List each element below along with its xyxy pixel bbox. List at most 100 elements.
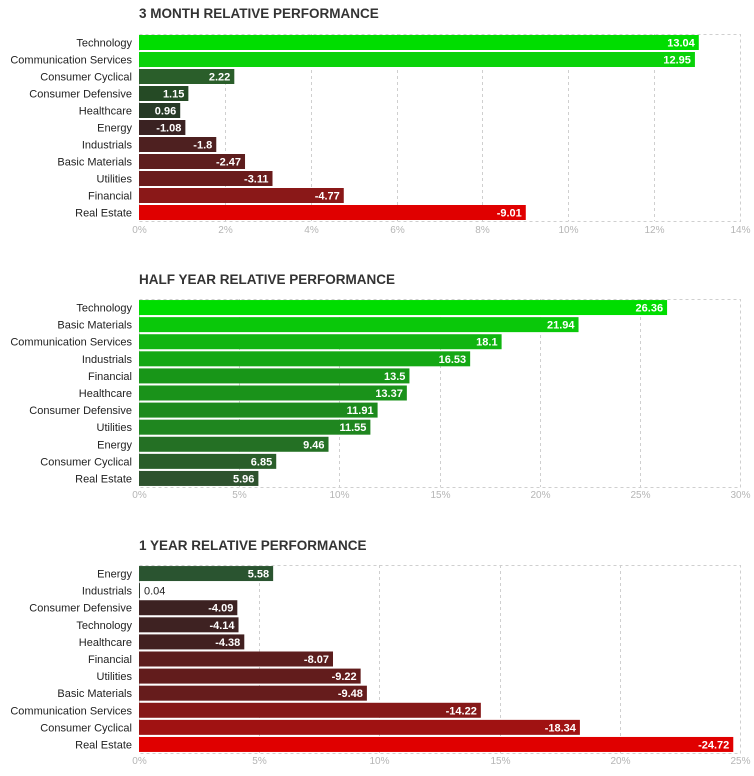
- bar[interactable]: [139, 52, 695, 67]
- x-tick-label: 4%: [304, 225, 319, 236]
- chart-title: 3 MONTH RELATIVE PERFORMANCE: [139, 6, 379, 21]
- bar[interactable]: [139, 69, 235, 84]
- chart-title: HALF YEAR RELATIVE PERFORMANCE: [139, 272, 395, 287]
- bar[interactable]: [139, 634, 245, 650]
- bar[interactable]: [139, 86, 189, 101]
- bar[interactable]: [139, 300, 668, 316]
- bar[interactable]: [139, 334, 502, 350]
- category-label: Technology: [76, 620, 132, 632]
- category-label: Healthcare: [79, 388, 132, 400]
- bar[interactable]: [139, 368, 410, 384]
- category-label: Communication Services: [10, 337, 132, 349]
- category-label: Basic Materials: [57, 320, 132, 332]
- bar-value-label: -14.22: [446, 705, 477, 717]
- bar[interactable]: [139, 600, 238, 616]
- bar-value-label: 0.96: [155, 106, 176, 118]
- bar-value-label: -9.22: [332, 671, 357, 683]
- bar-value-label: 11.55: [339, 422, 366, 434]
- bar[interactable]: [139, 651, 334, 667]
- bar[interactable]: [139, 470, 259, 486]
- bar[interactable]: [139, 188, 344, 203]
- bar[interactable]: [139, 685, 367, 701]
- bar-value-label: 0.04: [144, 586, 165, 598]
- x-tick-label: 0%: [132, 225, 147, 236]
- bar[interactable]: [139, 385, 407, 401]
- bar[interactable]: [139, 351, 471, 367]
- x-tick-label: 8%: [475, 225, 490, 236]
- bar[interactable]: [139, 171, 273, 186]
- bar-value-label: 13.5: [384, 371, 405, 383]
- bar-value-label: -1.08: [156, 123, 181, 135]
- bar[interactable]: [139, 566, 274, 582]
- x-tick-label: 0%: [132, 490, 147, 501]
- category-label: Utilities: [97, 671, 133, 683]
- bar[interactable]: [139, 317, 579, 333]
- bar-value-label: -2.47: [216, 157, 241, 169]
- bar[interactable]: [139, 719, 580, 735]
- bar[interactable]: [139, 668, 361, 684]
- bar[interactable]: [139, 120, 186, 135]
- bar-value-label: 9.46: [303, 439, 324, 451]
- category-label: Industrials: [82, 140, 133, 152]
- category-label: Energy: [97, 439, 132, 451]
- category-label: Consumer Cyclical: [40, 456, 132, 468]
- category-label: Healthcare: [79, 637, 132, 649]
- category-label: Real Estate: [75, 473, 132, 485]
- category-label: Financial: [88, 371, 132, 383]
- x-tick-label: 0%: [132, 756, 147, 767]
- bar-value-label: 6.85: [251, 456, 272, 468]
- x-tick-label: 20%: [530, 490, 550, 501]
- category-label: Real Estate: [75, 208, 132, 220]
- bar[interactable]: [139, 702, 481, 718]
- bar-value-label: 16.53: [439, 354, 467, 366]
- bar-value-label: 5.58: [248, 569, 269, 581]
- bar[interactable]: [139, 736, 734, 752]
- category-label: Industrials: [82, 354, 133, 366]
- chart-1: 3 MONTH RELATIVE PERFORMANCE 0% 2% 4% 6% 8% 10…: [10, 6, 750, 236]
- category-label: Consumer Defensive: [29, 89, 132, 101]
- x-tick-label: 15%: [490, 756, 510, 767]
- bar[interactable]: [139, 617, 239, 633]
- chart-title: 1 YEAR RELATIVE PERFORMANCE: [139, 538, 367, 553]
- x-tick-label: 5%: [252, 756, 267, 767]
- x-tick-label: 30%: [730, 490, 750, 501]
- bar[interactable]: [139, 402, 378, 418]
- bar-value-label: -3.11: [244, 174, 268, 186]
- bar[interactable]: [139, 137, 217, 152]
- category-label: Financial: [88, 654, 132, 666]
- category-label: Basic Materials: [57, 157, 132, 169]
- bar-value-label: 12.95: [663, 55, 691, 67]
- bar[interactable]: [139, 436, 329, 452]
- x-tick-label: 15%: [430, 490, 450, 501]
- bar[interactable]: [139, 205, 526, 220]
- category-label: Energy: [97, 123, 132, 135]
- category-label: Technology: [76, 303, 132, 315]
- x-tick-label: 25%: [630, 490, 650, 501]
- bar-value-label: 11.91: [347, 405, 374, 417]
- x-tick-label: 12%: [644, 225, 664, 236]
- category-label: Communication Services: [10, 705, 132, 717]
- bar[interactable]: [139, 154, 246, 169]
- category-label: Communication Services: [10, 55, 132, 67]
- bar-value-label: -4.14: [209, 620, 235, 632]
- bar-value-label: -4.38: [215, 637, 240, 649]
- category-label: Consumer Defensive: [29, 603, 132, 615]
- bar[interactable]: [139, 103, 181, 118]
- bar[interactable]: [139, 453, 277, 469]
- x-tick-label: 5%: [232, 490, 247, 501]
- bar-value-label: -8.07: [304, 654, 329, 666]
- bar-value-label: -9.48: [338, 688, 363, 700]
- category-label: Real Estate: [75, 739, 132, 751]
- category-label: Consumer Cyclical: [40, 72, 132, 84]
- x-tick-label: 2%: [218, 225, 233, 236]
- x-tick-label: 14%: [730, 225, 750, 236]
- bar[interactable]: [139, 419, 371, 435]
- bar-value-label: -24.72: [698, 739, 729, 751]
- bar[interactable]: [139, 583, 140, 599]
- category-label: Energy: [97, 569, 132, 581]
- bar-value-label: 13.04: [667, 38, 695, 50]
- bar[interactable]: [139, 35, 699, 50]
- category-label: Industrials: [82, 586, 133, 598]
- category-label: Utilities: [97, 422, 133, 434]
